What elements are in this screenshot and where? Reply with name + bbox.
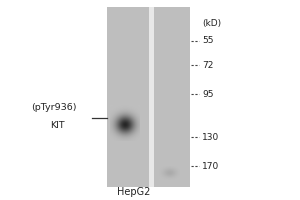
Text: (pTyr936): (pTyr936) <box>31 103 76 112</box>
Text: 170: 170 <box>202 162 219 171</box>
Text: KIT: KIT <box>50 121 65 130</box>
Bar <box>149 7 154 187</box>
Text: 72: 72 <box>202 61 213 70</box>
Text: HepG2: HepG2 <box>117 187 150 197</box>
Text: 95: 95 <box>202 90 214 99</box>
Text: (kD): (kD) <box>202 19 221 28</box>
Text: 55: 55 <box>202 36 214 45</box>
Bar <box>107 7 190 187</box>
Text: 130: 130 <box>202 133 219 142</box>
